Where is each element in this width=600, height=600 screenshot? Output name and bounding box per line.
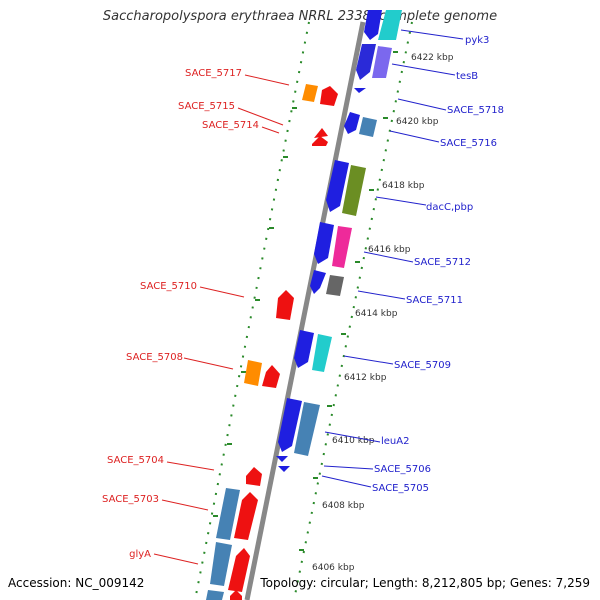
tick-label: 6418 kbp (382, 181, 425, 191)
gene-arrow (314, 222, 334, 264)
right-guide-line (293, 21, 413, 600)
right-leader-lines (321, 29, 464, 488)
gene-label-sace-5718: SACE_5718 (447, 105, 504, 116)
gene-arrow (359, 117, 377, 137)
forward-strand-genes (206, 84, 338, 600)
gene-label-sace-5708: SACE_5708 (126, 352, 183, 363)
gene-arrow (312, 334, 332, 372)
gene-arrow (372, 46, 392, 78)
gene-arrow (302, 84, 318, 102)
gene-arrow (210, 542, 232, 586)
gene-label-sace-5714: SACE_5714 (202, 120, 259, 131)
left-guide-line (194, 21, 310, 600)
tick-label: 6412 kbp (344, 373, 387, 383)
guide-dashes (213, 51, 398, 551)
tick-label: 6420 kbp (396, 117, 439, 127)
gene-label-sace-5705: SACE_5705 (372, 483, 429, 494)
gene-arrow (246, 467, 262, 486)
gene-label-sace-5715: SACE_5715 (178, 101, 235, 112)
gene-label-tesb: tesB (456, 71, 478, 82)
tick-label: 6406 kbp (312, 563, 355, 573)
tick-label: 6408 kbp (322, 501, 365, 511)
gene-arrow (230, 590, 242, 600)
gene-arrow (364, 10, 382, 40)
tick-label: 6416 kbp (368, 245, 411, 255)
topology-text: Topology: circular; Length: 8,212,805 bp… (260, 576, 590, 590)
gene-arrow (276, 290, 294, 320)
gene-label-sace-5712: SACE_5712 (414, 257, 471, 268)
gene-arrow-small (278, 466, 290, 472)
gene-arrow (278, 398, 302, 452)
gene-arrow (378, 10, 402, 40)
gene-arrow (326, 160, 349, 212)
gene-label-dacc-pbp: dacC,pbp (426, 202, 473, 213)
gene-arrow (228, 548, 250, 592)
left-leader-lines (153, 74, 290, 565)
gene-arrow (326, 275, 344, 296)
gene-label-sace-5709: SACE_5709 (394, 360, 451, 371)
gene-arrow (310, 270, 326, 294)
gene-arrow-small (276, 456, 288, 462)
gene-arrow (294, 330, 314, 368)
gene-arrow (314, 128, 328, 138)
tick-label: 6414 kbp (355, 309, 398, 319)
gene-arrow (294, 402, 320, 456)
gene-label-pyk3: pyk3 (465, 35, 489, 46)
reverse-strand-genes (276, 10, 402, 472)
gene-arrow (332, 226, 352, 268)
gene-arrow (320, 86, 338, 106)
gene-arrow (262, 365, 280, 388)
gene-label-leua2: leuA2 (381, 436, 409, 447)
gene-label-sace-5710: SACE_5710 (140, 281, 197, 292)
tick-label: 6410 kbp (332, 436, 375, 446)
gene-arrow-small (354, 88, 366, 93)
gene-label-sace-5704: SACE_5704 (107, 455, 164, 466)
gene-arrow (312, 136, 328, 146)
gene-label-sace-5711: SACE_5711 (406, 295, 463, 306)
gene-arrow (206, 590, 224, 600)
gene-label-sace-5706: SACE_5706 (374, 464, 431, 475)
gene-arrow (356, 44, 376, 80)
gene-arrow (234, 492, 258, 540)
gene-label-sace-5703: SACE_5703 (102, 494, 159, 505)
gene-label-sace-5716: SACE_5716 (440, 138, 497, 149)
gene-label-sace-5717: SACE_5717 (185, 68, 242, 79)
gene-arrow (342, 165, 366, 216)
tick-label: 6422 kbp (411, 53, 454, 63)
gene-arrow (244, 360, 262, 386)
genome-backbone (244, 21, 366, 600)
gene-arrow (344, 112, 360, 134)
gene-label-glya: glyA (129, 549, 151, 560)
gene-arrow (216, 488, 240, 540)
accession-text: Accession: NC_009142 (8, 576, 145, 590)
